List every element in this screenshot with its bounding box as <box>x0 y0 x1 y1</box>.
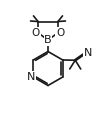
Text: B: B <box>44 35 52 45</box>
Text: N: N <box>27 72 35 82</box>
Text: N: N <box>84 47 92 57</box>
Text: O: O <box>56 28 64 38</box>
Text: O: O <box>32 28 40 38</box>
